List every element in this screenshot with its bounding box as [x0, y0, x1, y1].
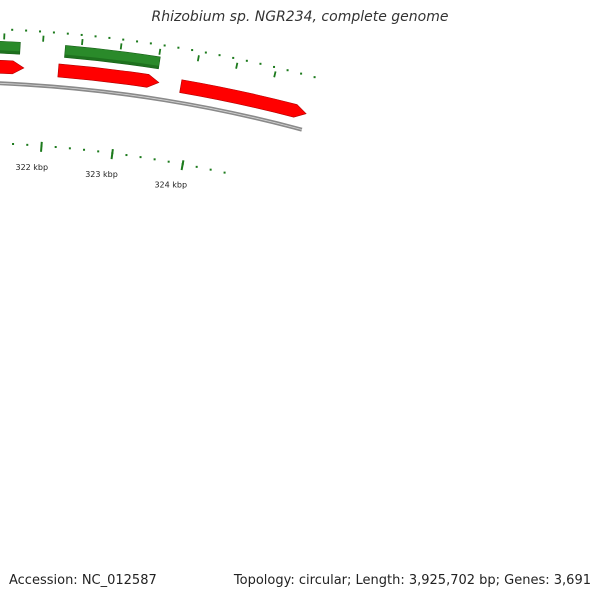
- outer-dot: [25, 29, 28, 32]
- gene-arrow-15: [57, 63, 160, 88]
- ruler-dot: [26, 143, 29, 146]
- ruler-dot: [97, 150, 100, 153]
- ruler-label: 322 kbp: [15, 163, 48, 172]
- outer-dot: [163, 44, 166, 47]
- outer-dot: [286, 69, 289, 72]
- kbp-ruler: 315 kbp316 kbp317 kbp318 kbp319 kbp320 k…: [15, 141, 187, 189]
- cog-tick: [119, 43, 123, 50]
- outer-dot: [108, 36, 111, 39]
- outer-dot: [191, 49, 194, 52]
- genome-summary: Topology: circular; Length: 3,925,702 bp…: [233, 573, 591, 588]
- ruler-tick: [40, 141, 43, 152]
- cog-tick: [158, 48, 162, 55]
- outer-dot: [66, 32, 69, 35]
- outer-dot: [313, 76, 316, 79]
- outer-dot: [136, 40, 139, 43]
- ruler-dot: [167, 160, 170, 163]
- ruler-tick: [110, 149, 114, 160]
- outer-dot: [232, 56, 235, 59]
- map-title: Rhizobium sp. NGR234, complete genome: [151, 9, 449, 25]
- ruler-tick: [180, 160, 185, 171]
- cog-segment-shadow-10: [0, 50, 20, 55]
- cog-segment-shadow-11: [64, 54, 159, 69]
- ruler-dot: [83, 148, 86, 151]
- cog-tick: [81, 38, 84, 46]
- ruler-dot: [125, 154, 128, 157]
- ruler-label: 324 kbp: [154, 180, 187, 189]
- gene-arrow-16: [179, 79, 307, 118]
- outer-dot: [149, 42, 152, 45]
- ruler-dot: [139, 156, 142, 159]
- backbone-line: [0, 81, 303, 132]
- outer-dot: [94, 35, 97, 38]
- outer-dot: [259, 62, 262, 65]
- cog-tick: [273, 71, 277, 78]
- gene-arrow-14: [0, 59, 25, 75]
- ruler-dot: [153, 158, 156, 161]
- outer-dot: [122, 38, 125, 41]
- ruler-dot: [223, 171, 226, 174]
- cog-tick: [196, 55, 200, 62]
- cog-track: [0, 33, 277, 78]
- gene-track: [0, 59, 307, 118]
- outer-dot: [204, 51, 207, 54]
- outer-dot: [177, 46, 180, 49]
- backbone-layer: [0, 81, 303, 132]
- outer-dot: [273, 65, 276, 68]
- accession-label: Accession: NC_012587: [9, 573, 157, 588]
- outer-dot: [245, 59, 248, 62]
- outer-dot: [300, 72, 303, 75]
- backbone-highlight: [0, 82, 302, 131]
- ruler-dot: [54, 146, 57, 149]
- ruler-dot: [195, 165, 198, 168]
- ruler-label: 323 kbp: [85, 170, 118, 179]
- outer-dot: [11, 28, 14, 31]
- outer-dot: [80, 33, 83, 36]
- ruler-dot: [12, 142, 15, 145]
- cog-tick: [235, 62, 239, 69]
- outer-dot: [52, 31, 55, 34]
- outer-dot: [218, 54, 221, 57]
- ruler-dot: [68, 147, 71, 150]
- ruler-dot: [209, 168, 212, 171]
- outer-dot: [39, 30, 42, 33]
